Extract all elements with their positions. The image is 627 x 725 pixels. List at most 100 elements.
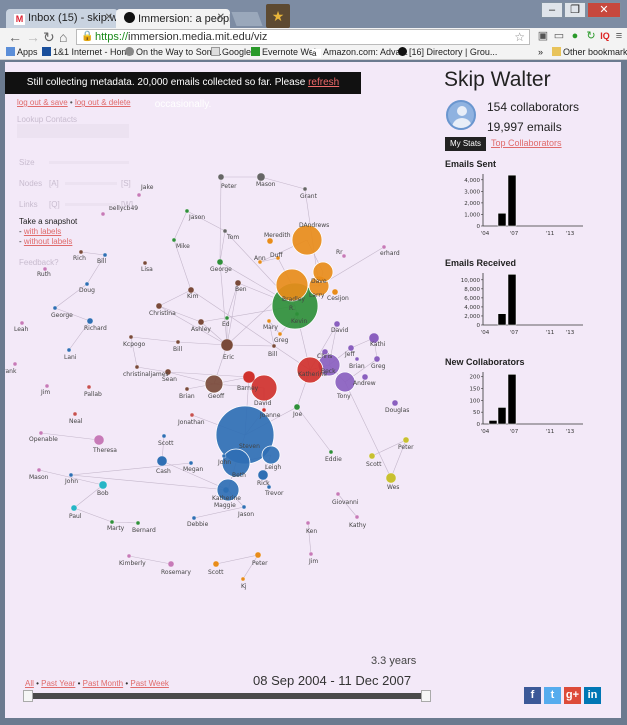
links-increase-key[interactable]: [W] xyxy=(121,200,133,209)
graph-node[interactable] xyxy=(86,384,92,390)
graph-node[interactable] xyxy=(241,504,247,510)
timeline-slider[interactable] xyxy=(23,690,431,702)
graph-node[interactable] xyxy=(302,186,308,192)
graph-node[interactable] xyxy=(312,261,334,283)
graph-node[interactable] xyxy=(275,268,309,302)
graph-node[interactable] xyxy=(19,320,25,326)
logout-delete-link[interactable]: log out & delete xyxy=(74,98,131,107)
new-tab-button[interactable] xyxy=(231,12,263,26)
graph-node[interactable] xyxy=(204,374,224,394)
graph-node[interactable] xyxy=(78,249,84,255)
graph-node[interactable] xyxy=(221,448,251,478)
graph-node[interactable] xyxy=(275,255,281,261)
graph-node[interactable] xyxy=(254,551,262,559)
graph-node[interactable] xyxy=(266,484,272,490)
graph-node[interactable] xyxy=(102,252,108,258)
graph-node[interactable] xyxy=(216,478,240,502)
graph-node[interactable] xyxy=(42,266,48,272)
range-past-month-link[interactable]: Past Month xyxy=(82,679,124,688)
address-bar[interactable]: 🔒 https://immersion.media.mit.edu/viz ☆ xyxy=(76,29,530,45)
graph-node[interactable] xyxy=(354,514,360,520)
graph-node[interactable] xyxy=(156,455,168,467)
graph-node[interactable] xyxy=(220,338,234,352)
googleplus-icon[interactable]: g+ xyxy=(564,687,581,704)
feedback-label[interactable]: Feedback? xyxy=(19,258,59,267)
graph-node[interactable] xyxy=(261,407,267,413)
minimize-icon[interactable]: – xyxy=(541,2,563,18)
extension-icon[interactable]: ▣ xyxy=(537,30,549,42)
graph-node[interactable] xyxy=(257,469,269,481)
graph-node[interactable] xyxy=(234,279,242,287)
graph-node[interactable] xyxy=(266,318,272,324)
graph-node[interactable] xyxy=(334,371,356,393)
close-window-icon[interactable]: ✕ xyxy=(587,2,621,18)
range-past-year-link[interactable]: Past Year xyxy=(41,679,76,688)
bookmark-1and1[interactable]: 1&1 Internet - Home xyxy=(42,47,134,57)
graph-node[interactable] xyxy=(84,281,90,287)
range-all-link[interactable]: All xyxy=(25,679,34,688)
close-tab-icon[interactable]: ✕ xyxy=(104,12,113,23)
graph-node[interactable] xyxy=(98,480,108,490)
graph-node[interactable] xyxy=(368,452,376,460)
close-tab-icon[interactable]: ✕ xyxy=(216,12,225,23)
cast-icon[interactable]: ▭ xyxy=(553,30,565,42)
links-slider[interactable] xyxy=(65,203,117,206)
graph-node[interactable] xyxy=(361,373,369,381)
restore-icon[interactable]: ❐ xyxy=(564,2,586,18)
graph-node[interactable] xyxy=(347,344,355,352)
my-stats-button[interactable]: My Stats xyxy=(445,137,486,151)
nodes-slider[interactable] xyxy=(65,182,117,185)
graph-node[interactable] xyxy=(402,436,410,444)
nodes-decrease-key[interactable]: [A] xyxy=(49,179,59,188)
graph-node[interactable] xyxy=(271,343,277,349)
evernote-extension-icon[interactable]: ● xyxy=(571,30,579,42)
timeline-track[interactable] xyxy=(23,693,431,699)
graph-node[interactable] xyxy=(308,551,314,557)
bookmark-directory[interactable]: [16] Directory | Grou... xyxy=(398,47,497,57)
graph-node[interactable] xyxy=(142,260,148,266)
graph-node[interactable] xyxy=(44,383,50,389)
graph-node[interactable] xyxy=(368,332,380,344)
graph-node[interactable] xyxy=(12,361,18,367)
nodes-increase-key[interactable]: [S] xyxy=(121,179,131,188)
graph-node[interactable] xyxy=(70,504,78,512)
graph-node[interactable] xyxy=(52,305,58,311)
bookmark-apps[interactable]: Apps xyxy=(6,47,38,57)
graph-node[interactable] xyxy=(250,374,278,402)
refresh-extension-icon[interactable]: ↻ xyxy=(586,30,596,42)
graph-node[interactable] xyxy=(100,211,106,217)
graph-node[interactable] xyxy=(256,172,266,182)
graph-node[interactable] xyxy=(212,560,220,568)
twitter-icon[interactable]: t xyxy=(544,687,561,704)
graph-node[interactable] xyxy=(224,315,230,321)
graph-node[interactable] xyxy=(381,244,387,250)
graph-node[interactable] xyxy=(109,519,115,525)
graph-node[interactable] xyxy=(184,386,190,392)
graph-node[interactable] xyxy=(373,355,381,363)
range-past-week-link[interactable]: Past Week xyxy=(130,679,169,688)
graph-node[interactable] xyxy=(335,491,341,497)
graph-node[interactable] xyxy=(191,515,197,521)
iq-extension-icon[interactable]: IQ xyxy=(600,31,610,41)
bookmark-google[interactable]: Google xyxy=(211,47,251,57)
graph-node[interactable] xyxy=(38,430,44,436)
graph-node[interactable] xyxy=(261,445,281,465)
graph-node[interactable] xyxy=(333,320,341,328)
menu-icon[interactable]: ≡ xyxy=(615,30,623,42)
size-slider[interactable] xyxy=(49,161,129,164)
graph-node[interactable] xyxy=(161,433,167,439)
network-graph[interactable]: Peter Mason Grant Jake bellycb49 Jason Tom Mike… xyxy=(5,62,445,662)
graph-node[interactable] xyxy=(242,370,256,384)
home-icon[interactable]: ⌂ xyxy=(59,29,68,45)
graph-node[interactable] xyxy=(167,560,175,568)
bookmark-amazon[interactable]: a Amazon.com: Adva... xyxy=(312,47,408,58)
graph-node[interactable] xyxy=(217,173,225,181)
bookmark-evernote[interactable]: Evernote Web xyxy=(251,47,319,57)
graph-node[interactable] xyxy=(328,449,334,455)
graph-node[interactable] xyxy=(68,472,74,478)
graph-node[interactable] xyxy=(240,576,246,582)
graph-node[interactable] xyxy=(293,403,301,411)
profile-avatar-icon[interactable]: ★ xyxy=(266,4,290,28)
graph-node[interactable] xyxy=(72,411,78,417)
bookmark-other[interactable]: Other bookmarks xyxy=(552,47,627,57)
